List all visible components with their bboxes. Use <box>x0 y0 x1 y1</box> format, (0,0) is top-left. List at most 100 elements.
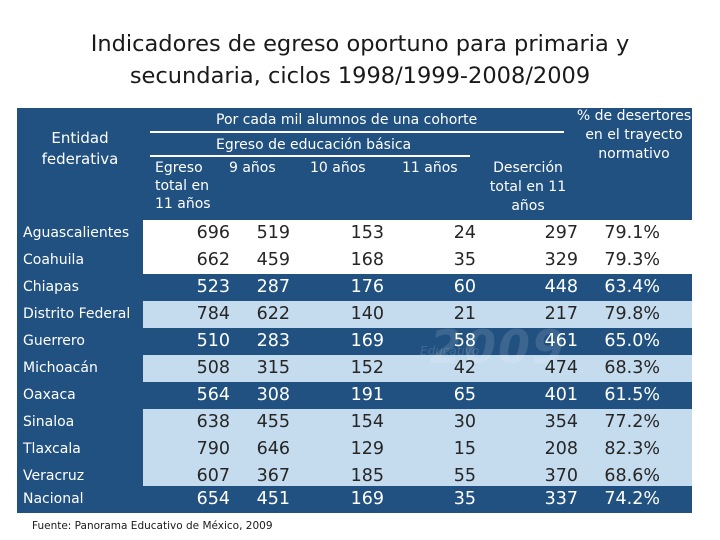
row-label-entidad: Veracruz <box>23 468 85 484</box>
cell-egreso-total: 510 <box>196 331 230 351</box>
cell-desercion: 208 <box>544 439 578 459</box>
cell-once: 65 <box>453 385 476 405</box>
cell-once: 35 <box>453 489 476 509</box>
header-pct-line-2: en el trayecto <box>585 127 683 143</box>
cell-egreso-total: 696 <box>196 223 230 243</box>
cell-egreso-total: 790 <box>196 439 230 459</box>
cell-once: 42 <box>453 358 476 378</box>
cell-egreso-total: 523 <box>196 277 230 297</box>
cell-once: 35 <box>453 250 476 270</box>
row-label-entidad: Sinaloa <box>23 414 75 430</box>
row-band <box>143 486 692 513</box>
row-band <box>143 382 692 409</box>
cell-desercion: 461 <box>544 331 578 351</box>
cell-once: 21 <box>453 304 476 324</box>
cell-pct: 65.0% <box>604 331 660 351</box>
header-10-anios: 10 años <box>310 160 366 176</box>
cell-nueve: 459 <box>256 250 290 270</box>
cell-desercion: 337 <box>544 489 578 509</box>
header-entidad-line-2: federativa <box>41 150 119 168</box>
cell-egreso-total: 607 <box>196 466 230 486</box>
cell-desercion: 370 <box>544 466 578 486</box>
row-label-entidad: Chiapas <box>23 279 79 295</box>
header-desercion-line-3: años <box>511 198 545 214</box>
cell-diez: 176 <box>350 277 384 297</box>
cell-nueve: 315 <box>256 358 290 378</box>
cell-nueve: 455 <box>256 412 290 432</box>
header-pct-desertores: % de desertores en el trayecto normativo <box>564 107 704 164</box>
row-label-entidad: Aguascalientes <box>23 225 130 241</box>
row-label-entidad: Michoacán <box>23 360 98 376</box>
cell-pct: 82.3% <box>604 439 660 459</box>
cell-egreso-total: 662 <box>196 250 230 270</box>
cell-once: 24 <box>453 223 476 243</box>
cell-desercion: 474 <box>544 358 578 378</box>
title-line-2: secundaria, ciclos 1998/1999-2008/2009 <box>129 63 591 89</box>
header-desercion-line-1: Deserción <box>493 160 563 176</box>
cell-diez: 153 <box>350 223 384 243</box>
header-pct-line-1: % de desertores <box>576 108 692 124</box>
cell-diez: 152 <box>350 358 384 378</box>
slide-title: Indicadores de egreso oportuno para prim… <box>60 28 660 92</box>
cell-nueve: 519 <box>256 223 290 243</box>
cell-pct: 68.6% <box>604 466 660 486</box>
row-band <box>143 301 692 328</box>
row-band <box>143 409 692 436</box>
cell-egreso-total: 508 <box>196 358 230 378</box>
header-entidad-line-1: Entidad <box>51 129 109 147</box>
cell-nueve: 451 <box>256 489 290 509</box>
cell-once: 30 <box>453 412 476 432</box>
header-egreso-basica: Egreso de educación básica <box>216 137 412 153</box>
table-header-panel <box>143 108 692 220</box>
cell-once: 58 <box>453 331 476 351</box>
cell-desercion: 448 <box>544 277 578 297</box>
header-por-cada-mil: Por cada mil alumnos de una cohorte <box>216 112 478 128</box>
cell-desercion: 401 <box>544 385 578 405</box>
cell-desercion: 354 <box>544 412 578 432</box>
row-band <box>143 274 692 301</box>
entity-column-panel <box>17 108 143 513</box>
cell-nueve: 646 <box>256 439 290 459</box>
row-band <box>143 220 692 247</box>
cell-diez: 168 <box>350 250 384 270</box>
cell-nueve: 283 <box>256 331 290 351</box>
cell-egreso-total: 654 <box>196 489 230 509</box>
cell-pct: 79.1% <box>604 223 660 243</box>
row-band <box>143 436 692 463</box>
row-band <box>143 328 692 355</box>
header-egreso-total-line-1: Egreso <box>155 160 203 176</box>
watermark-text: Educativo <box>420 344 480 358</box>
row-band <box>143 355 692 382</box>
cell-diez: 169 <box>350 489 384 509</box>
row-band <box>143 247 692 274</box>
cell-diez: 169 <box>350 331 384 351</box>
cell-pct: 61.5% <box>604 385 660 405</box>
cell-pct: 79.3% <box>604 250 660 270</box>
header-9-anios: 9 años <box>229 160 276 176</box>
row-label-entidad: Nacional <box>23 491 84 507</box>
row-label-entidad: Distrito Federal <box>23 306 131 322</box>
cell-pct: 74.2% <box>604 489 660 509</box>
row-band <box>143 463 692 490</box>
header-entidad: Entidad federativa <box>20 128 140 170</box>
cell-nueve: 622 <box>256 304 290 324</box>
cell-pct: 79.8% <box>604 304 660 324</box>
cell-pct: 68.3% <box>604 358 660 378</box>
row-label-entidad: Guerrero <box>23 333 85 349</box>
cell-nueve: 367 <box>256 466 290 486</box>
header-desercion-line-2: total en 11 <box>489 179 567 195</box>
row-label-entidad: Tlaxcala <box>23 441 81 457</box>
cell-once: 15 <box>453 439 476 459</box>
cell-diez: 191 <box>350 385 384 405</box>
cell-diez: 140 <box>350 304 384 324</box>
cell-desercion: 297 <box>544 223 578 243</box>
cell-diez: 129 <box>350 439 384 459</box>
header-egreso-total: Egreso total en 11 años <box>155 159 211 213</box>
header-rule-bottom <box>150 155 470 157</box>
header-egreso-total-line-2: total en <box>155 178 209 194</box>
cell-desercion: 217 <box>544 304 578 324</box>
cell-once: 55 <box>453 466 476 486</box>
header-11-anios: 11 años <box>402 160 458 176</box>
cell-diez: 154 <box>350 412 384 432</box>
cell-pct: 77.2% <box>604 412 660 432</box>
